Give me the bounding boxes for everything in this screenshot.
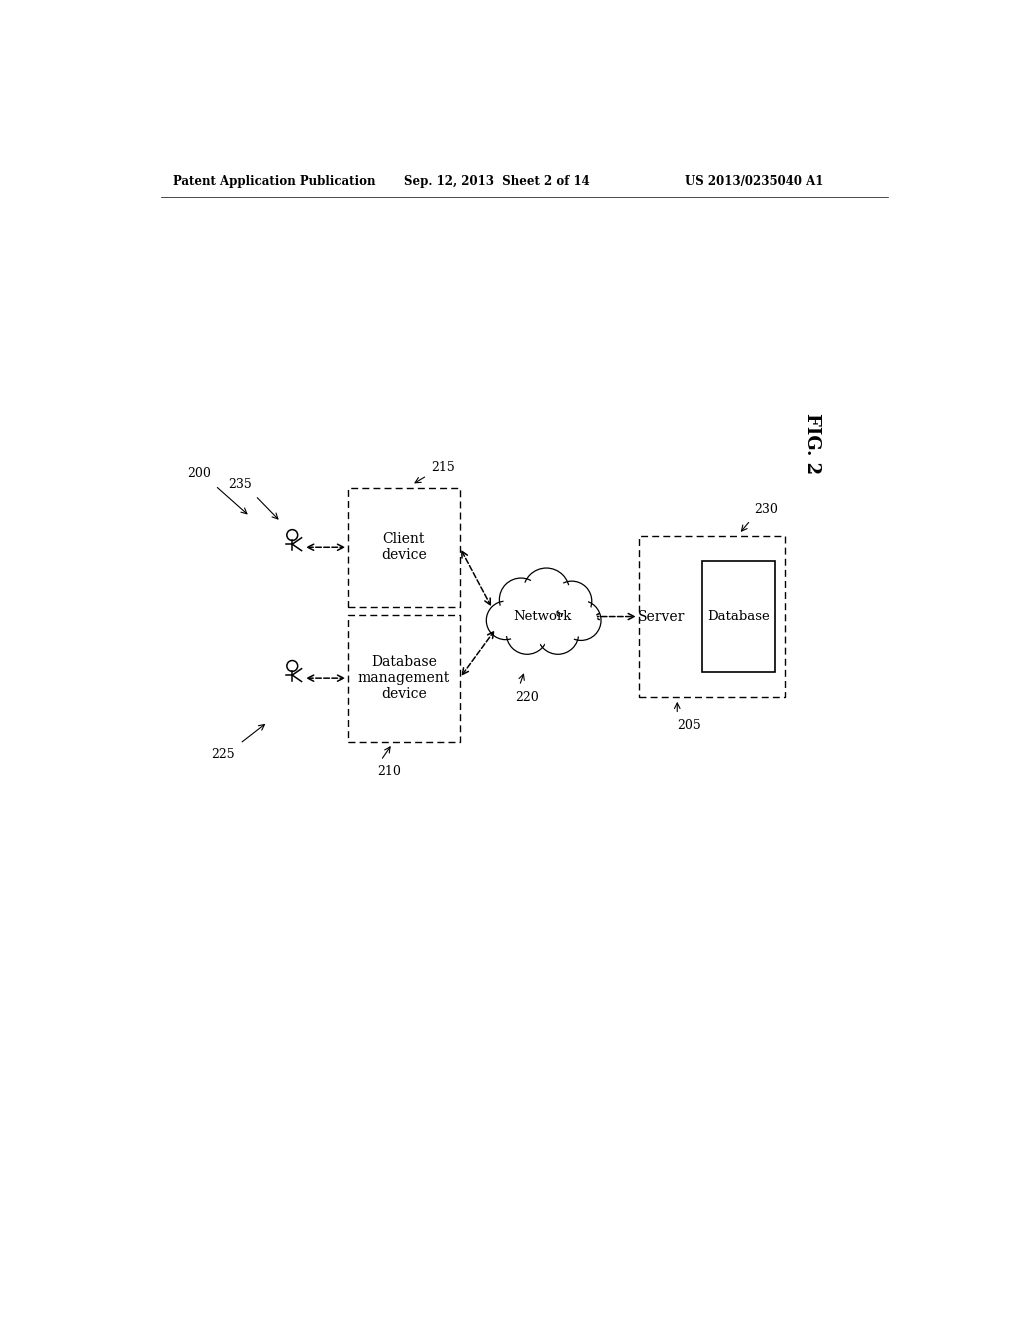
Text: Database
management
device: Database management device	[357, 655, 450, 701]
Text: FIG. 2: FIG. 2	[803, 413, 821, 474]
Circle shape	[542, 618, 574, 649]
Text: 230: 230	[755, 503, 778, 516]
Circle shape	[552, 581, 592, 622]
Circle shape	[500, 578, 543, 622]
Text: Database: Database	[708, 610, 770, 623]
Text: Patent Application Publication: Patent Application Publication	[173, 176, 376, 187]
Text: Client
device: Client device	[381, 532, 427, 562]
FancyBboxPatch shape	[639, 536, 785, 697]
Text: 205: 205	[677, 719, 701, 733]
Text: 210: 210	[377, 766, 400, 779]
Circle shape	[538, 612, 579, 655]
Circle shape	[528, 573, 564, 609]
FancyBboxPatch shape	[702, 561, 775, 672]
Circle shape	[514, 591, 556, 634]
Circle shape	[556, 586, 588, 616]
Circle shape	[565, 605, 597, 636]
Text: Sep. 12, 2013  Sheet 2 of 14: Sep. 12, 2013 Sheet 2 of 14	[403, 176, 590, 187]
Text: Network: Network	[513, 610, 571, 623]
Circle shape	[506, 612, 548, 655]
Text: 220: 220	[515, 692, 540, 705]
FancyBboxPatch shape	[348, 615, 460, 742]
Text: 225: 225	[211, 748, 234, 762]
Circle shape	[486, 601, 524, 640]
Circle shape	[490, 606, 520, 635]
FancyBboxPatch shape	[348, 487, 460, 607]
Text: US 2013/0235040 A1: US 2013/0235040 A1	[685, 176, 823, 187]
Text: 235: 235	[227, 478, 252, 491]
Circle shape	[561, 601, 601, 640]
Text: 215: 215	[431, 461, 455, 474]
Circle shape	[511, 618, 544, 649]
Text: Server: Server	[638, 610, 685, 623]
Circle shape	[523, 568, 569, 614]
Circle shape	[504, 583, 538, 616]
Circle shape	[508, 586, 562, 640]
Text: 200: 200	[187, 467, 211, 480]
